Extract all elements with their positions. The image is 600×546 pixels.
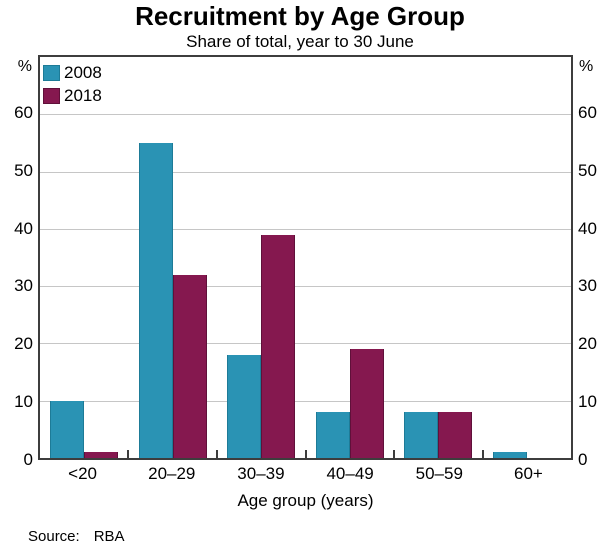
y-tick-label: 10	[14, 392, 33, 412]
x-tick-label: <20	[68, 464, 97, 483]
legend-label-2008: 2008	[64, 63, 102, 82]
legend-swatch-2008	[43, 65, 60, 81]
bar-group-1	[40, 57, 129, 458]
legend-item-2018: 2018	[43, 87, 102, 105]
x-tick	[304, 450, 307, 458]
y-tick-label: 20	[14, 334, 33, 354]
x-tick	[215, 450, 218, 458]
y-tick-label: 40	[14, 218, 33, 238]
chart-title: Recruitment by Age Group	[135, 1, 465, 31]
bar-2008	[227, 354, 262, 458]
bar-2018	[84, 452, 119, 458]
legend: 2008 2018	[43, 64, 102, 110]
gridline	[40, 400, 571, 402]
bar-2008	[492, 452, 527, 458]
bar-2018	[172, 274, 207, 458]
bar-2018	[261, 234, 296, 458]
bar-2008	[50, 400, 85, 458]
x-axis-title: Age group (years)	[237, 491, 374, 510]
bar-2008	[138, 142, 173, 458]
bar-group-5	[394, 57, 483, 458]
bar-group-4	[306, 57, 395, 458]
bar-group-2	[129, 57, 218, 458]
legend-swatch-2018	[43, 88, 60, 104]
bar-2018	[349, 349, 384, 458]
y-axis-right: % 0 10 20 30 40 50 60	[578, 55, 600, 468]
y-axis-left: % 0 10 20 30 40 50 60	[0, 55, 33, 468]
bars-layer	[40, 57, 571, 458]
y-tick-label: 20	[578, 334, 597, 354]
gridline	[40, 114, 571, 116]
x-axis-labels: <20 20–29 30–39 40–49 50–59 60+	[38, 464, 573, 484]
x-tick	[392, 450, 395, 458]
gridline	[40, 228, 571, 230]
y-tick-label: 50	[14, 160, 33, 180]
source-value: RBA	[93, 528, 125, 545]
plot-area: 2008 2018	[38, 55, 573, 460]
legend-label-2018: 2018	[64, 86, 102, 105]
y-tick-label: 0	[23, 450, 33, 469]
y-axis-unit-right: %	[579, 58, 594, 75]
legend-item-2008: 2008	[43, 64, 102, 82]
bar-2018	[438, 412, 473, 458]
bar-2008	[404, 412, 439, 458]
y-axis-unit-left: %	[17, 58, 32, 75]
x-tick-label: 60+	[514, 464, 543, 483]
x-tick-label: 30–39	[237, 464, 285, 483]
y-tick-label: 60	[578, 102, 597, 122]
y-tick-label: 30	[14, 276, 33, 296]
y-tick-label: 10	[578, 392, 597, 412]
x-tick	[127, 450, 130, 458]
y-tick-label: 40	[578, 218, 597, 238]
x-tick-label: 50–59	[415, 464, 463, 483]
x-tick-label: 20–29	[148, 464, 196, 483]
x-tick-label: 40–49	[326, 464, 374, 483]
gridline	[40, 286, 571, 288]
y-tick-label: 50	[578, 160, 597, 180]
gridline	[40, 171, 571, 173]
bar-2008	[315, 412, 350, 458]
y-tick-label: 30	[578, 276, 597, 296]
chart-subtitle: Share of total, year to 30 June	[186, 32, 414, 51]
y-tick-label: 0	[578, 450, 588, 469]
bar-group-3	[217, 57, 306, 458]
y-tick-label: 60	[14, 102, 33, 122]
source-label: Source:	[28, 528, 80, 545]
gridline	[40, 343, 571, 345]
x-tick	[481, 450, 484, 458]
bar-group-6	[483, 57, 572, 458]
source-note: Source: RBA	[28, 528, 125, 545]
